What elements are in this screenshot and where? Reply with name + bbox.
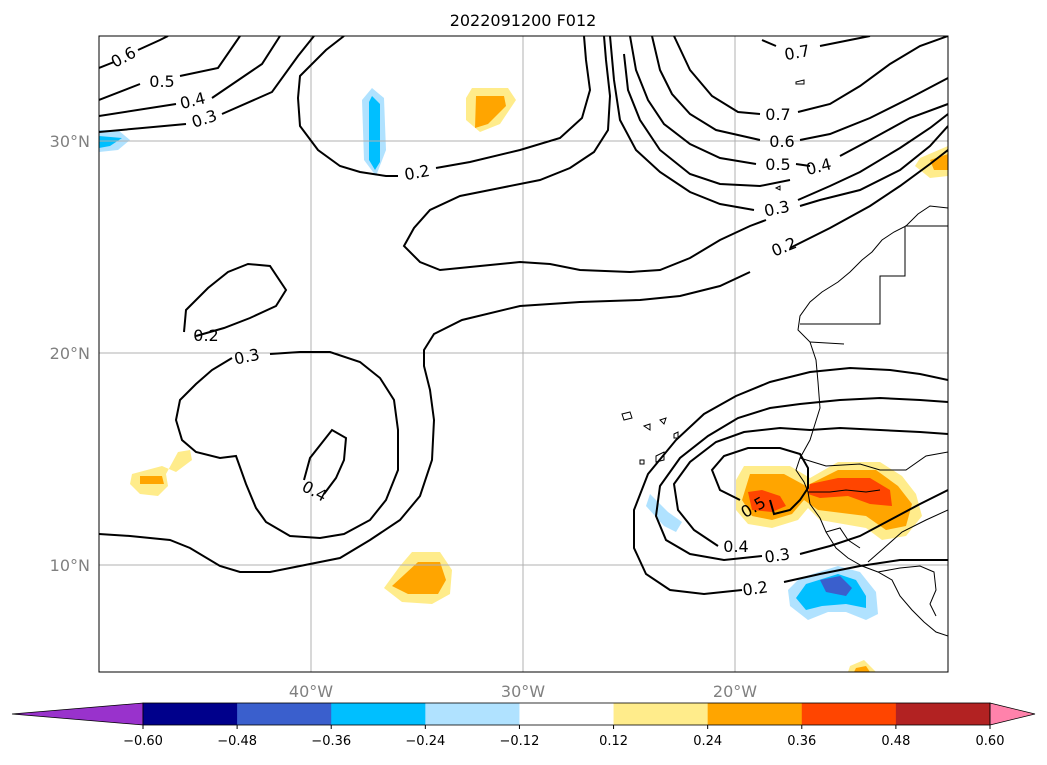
lat-label-10n: 10°N (50, 556, 90, 575)
contour-label: 0.3 (763, 544, 791, 566)
colorbar-swatch (895, 703, 991, 725)
map-frame (98, 35, 949, 673)
colorbar-tick-label: −0.12 (500, 734, 540, 749)
colorbar-tick-label: −0.36 (311, 734, 351, 749)
contour-label: 0.7 (765, 105, 790, 124)
colorbar-tick-label: 0.12 (599, 734, 628, 749)
colorbar-swatch (519, 703, 615, 725)
colorbar-swatch (425, 703, 520, 725)
colorbar-swatch (707, 703, 803, 725)
contour-label: 0.6 (769, 132, 794, 151)
lat-label-20n: 20°N (50, 344, 90, 363)
contour-label: 0.2 (741, 577, 769, 599)
colorbar: −0.60 −0.48 −0.36 −0.24 −0.12 0.12 0.24 0.36 0.4… (11, 702, 1036, 749)
colorbar-swatch (143, 703, 238, 725)
colorbar-swatch (613, 703, 709, 725)
contour-label: 0.3 (762, 197, 791, 221)
contour-label: 0.3 (232, 345, 261, 369)
coastlines (621, 79, 948, 637)
colorbar-outline (142, 702, 991, 726)
longitude-labels: 40°W 30°W 20°W (289, 682, 757, 701)
lon-label-40w: 40°W (289, 682, 333, 701)
colorbar-extend-high (989, 702, 1036, 726)
colorbar-tick-label: −0.24 (405, 734, 445, 749)
lon-label-30w: 30°W (501, 682, 545, 701)
contour-label: 0.5 (149, 72, 174, 91)
colorbar-tick-label: −0.60 (123, 734, 163, 749)
colorbar-tick-label: 0.48 (881, 734, 910, 749)
colorbar-tick-label: −0.48 (217, 734, 257, 749)
contour-label: 0.2 (193, 326, 218, 345)
contour-lines (99, 36, 948, 596)
colorbar-swatch (331, 703, 426, 725)
map-content: 0.6 0.5 0.4 0.3 0.2 0.2 0.3 0.4 0.7 0.7 … (99, 36, 948, 672)
colorbar-swatch (801, 703, 897, 725)
colorbar-tick-label: 0.24 (693, 734, 722, 749)
colorbar-tick-label: 0.36 (787, 734, 816, 749)
colorbar-extend-low (11, 702, 144, 726)
latitude-labels: 30°N 20°N 10°N (50, 132, 90, 575)
map-title: 2022091200 F012 (450, 11, 597, 30)
colorbar-swatch (237, 703, 332, 725)
contour-label: 0.2 (403, 161, 431, 184)
contour-label: 0.5 (765, 155, 790, 174)
lat-label-30n: 30°N (50, 132, 90, 151)
lon-label-20w: 20°W (713, 682, 757, 701)
contour-label: 0.7 (783, 41, 811, 64)
colorbar-tick-label: 0.60 (976, 734, 1005, 749)
contour-label: 0.4 (723, 537, 748, 556)
